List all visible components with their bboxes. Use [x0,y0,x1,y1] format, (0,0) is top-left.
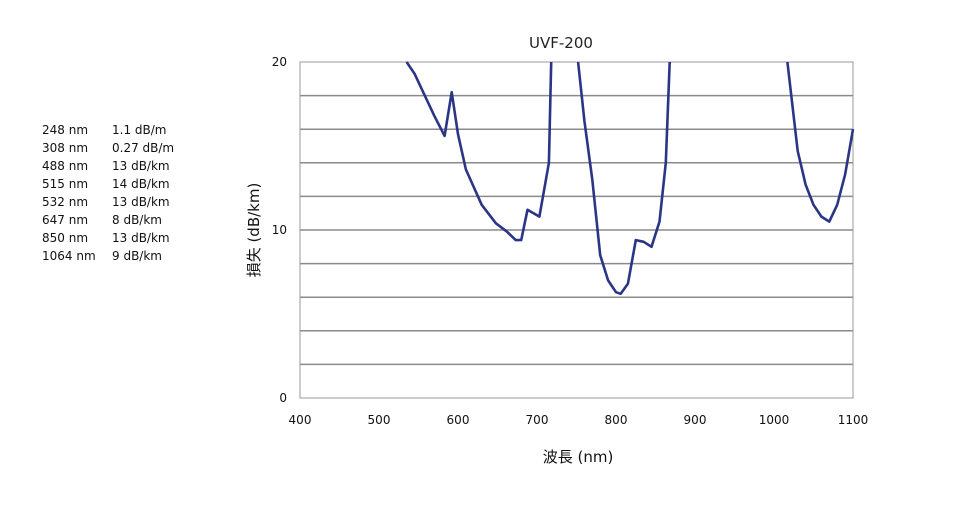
chart-title: UVF-200 [529,34,593,52]
y-tick-label: 0 [279,391,287,405]
attenuation-row: 308 nm 0.27 dB/m [42,139,174,157]
attenuation-row: 647 nm 8 dB/km [42,211,174,229]
wavelength-value: 647 nm [42,213,89,227]
attenuation-row: 1064 nm 9 dB/km [42,247,174,265]
loss-value: 13 dB/km [112,159,170,173]
plot-area [299,61,854,399]
loss-value: 8 dB/km [112,213,162,227]
x-tick-labels: 400 500 600 700 800 900 1000 1100 [289,413,869,427]
y-tick-label: 20 [272,55,287,69]
x-tick-label: 900 [684,413,707,427]
x-tick-label: 700 [526,413,549,427]
x-tick-label: 400 [289,413,312,427]
wavelength-value: 1064 nm [42,249,96,263]
loss-value: 0.27 dB/m [112,141,175,155]
grid-lines [300,94,853,366]
wavelength-value: 248 nm [42,123,89,137]
loss-value: 1.1 dB/m [112,123,167,137]
x-tick-label: 800 [605,413,628,427]
attenuation-table: 248 nm 1.1 dB/m 308 nm 0.27 dB/m 488 nm 13 dB… [42,121,174,265]
loss-value: 14 dB/km [112,177,170,191]
x-tick-label: 1000 [759,413,790,427]
x-tick-label: 500 [368,413,391,427]
loss-series [405,61,855,296]
loss-value: 13 dB/km [112,195,170,209]
wavelength-value: 515 nm [42,177,89,191]
attenuation-row: 488 nm 13 dB/km [42,157,174,175]
loss-curve-segment [405,61,553,242]
y-tick-labels: 0 10 20 [272,55,287,405]
loss-value: 13 dB/km [112,231,170,245]
attenuation-row: 515 nm 14 dB/km [42,175,174,193]
attenuation-row: 248 nm 1.1 dB/m [42,121,174,139]
x-axis-title: 波長 (nm) [543,448,614,466]
attenuation-row: 850 nm 13 dB/km [42,229,174,247]
attenuation-row: 532 nm 13 dB/km [42,193,174,211]
x-tick-label: 1100 [838,413,869,427]
wavelength-value: 308 nm [42,141,89,155]
y-tick-label: 10 [272,223,287,237]
loss-value: 9 dB/km [112,249,162,263]
x-tick-label: 600 [447,413,470,427]
wavelength-value: 532 nm [42,195,89,209]
wavelength-value: 488 nm [42,159,89,173]
wavelength-value: 850 nm [42,231,89,245]
y-axis-title: 損失 (dB/km) [245,183,263,278]
loss-curve-segment [786,61,855,223]
loss-curve-segment [576,61,671,296]
